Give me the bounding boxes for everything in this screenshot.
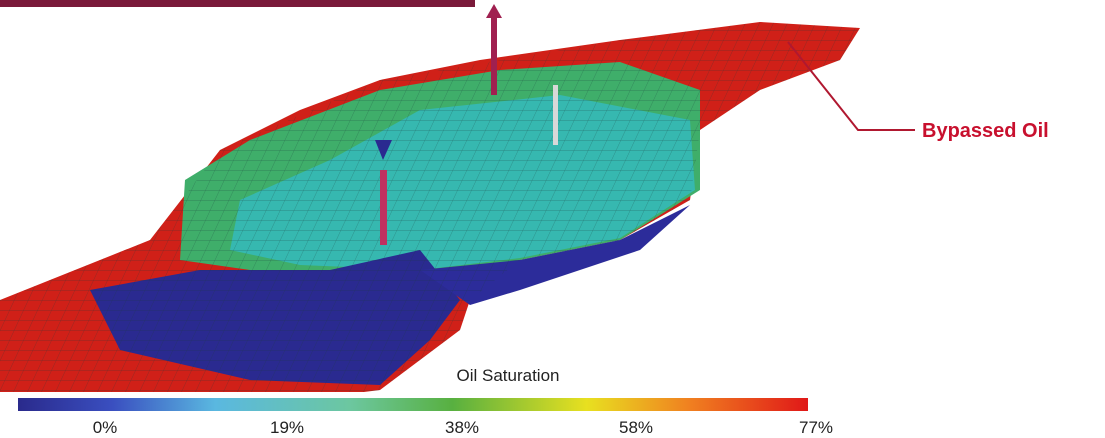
reservoir-model xyxy=(0,4,860,405)
legend-tick-label: 77% xyxy=(799,418,833,437)
legend-tick-label: 0% xyxy=(93,418,118,437)
legend-tick-label: 58% xyxy=(619,418,653,437)
legend-tick-label: 38% xyxy=(445,418,479,437)
color-scale xyxy=(18,398,808,411)
annotation: Bypassed Oil xyxy=(922,120,1049,142)
page: Bypassed Oil Oil Saturation 0% 19% 38% 58% 7… xyxy=(0,0,1105,438)
legend-title: Oil Saturation xyxy=(457,366,560,385)
legend-tick-label: 19% xyxy=(270,418,304,437)
header-bar xyxy=(0,0,475,7)
